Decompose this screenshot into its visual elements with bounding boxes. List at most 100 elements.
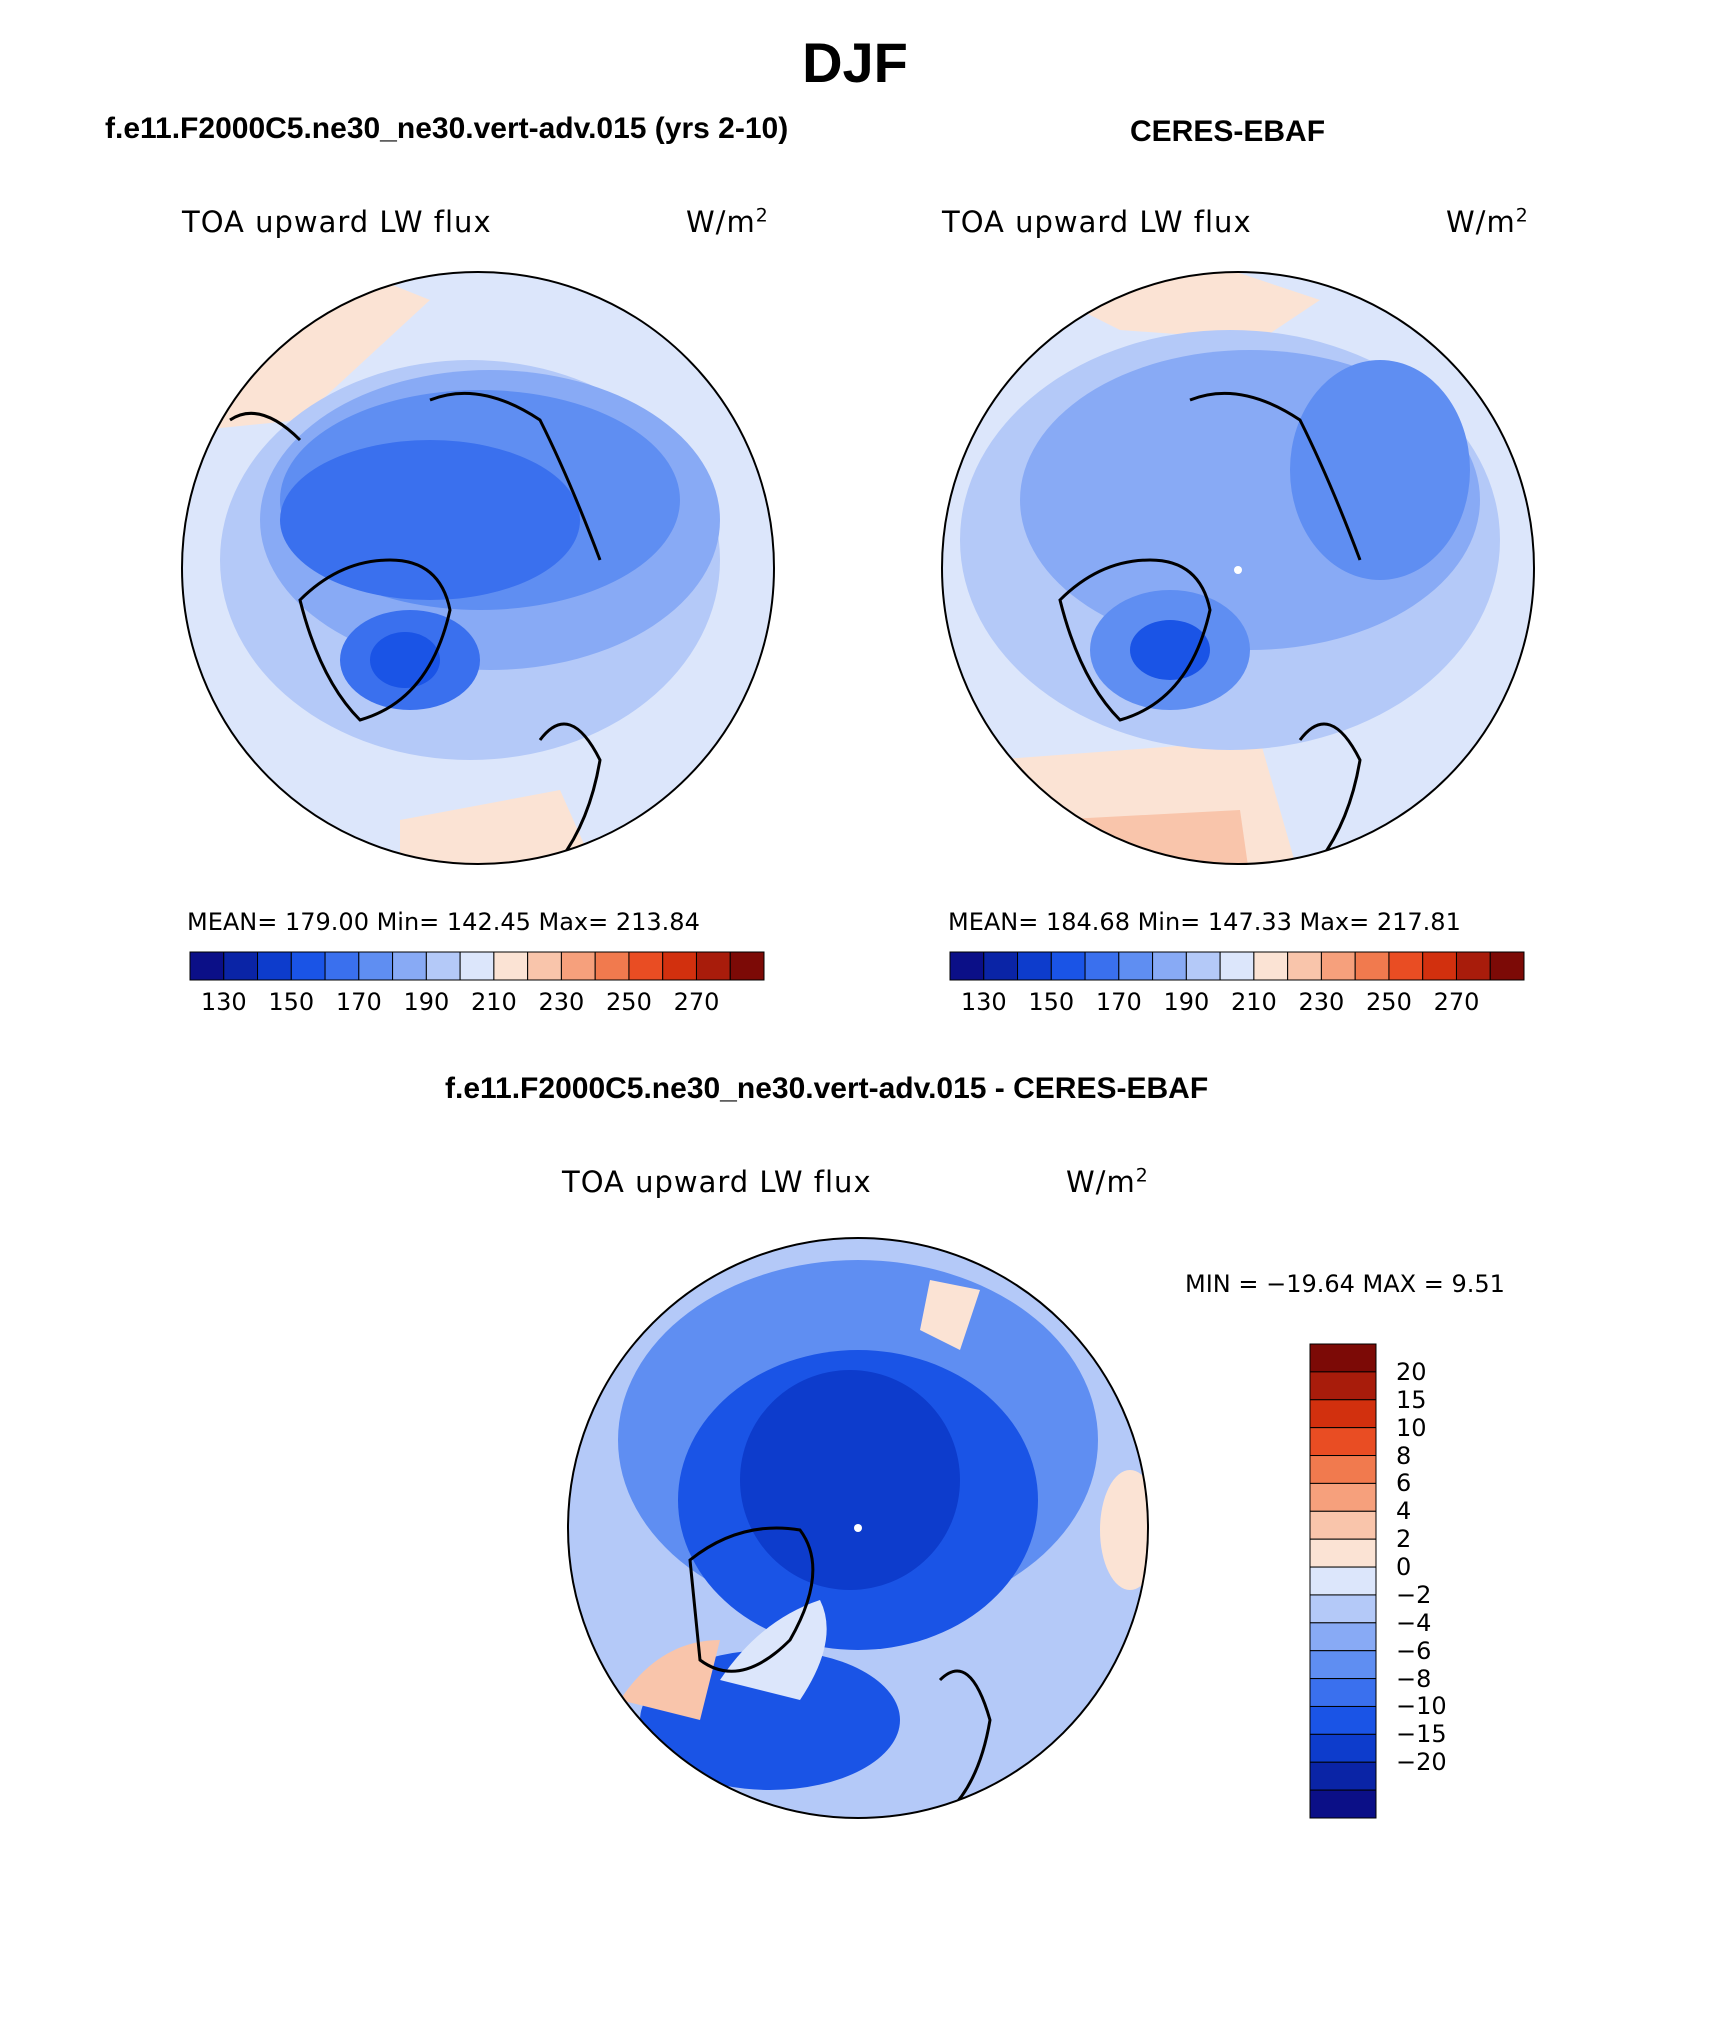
colorbar-swatch	[1309, 1427, 1377, 1457]
colorbar-swatch	[1309, 1482, 1377, 1512]
difference-polar-map	[568, 1238, 1148, 1818]
colorbar-swatch	[1309, 1566, 1377, 1596]
colorbar-tick-label: 270	[673, 988, 720, 1016]
colorbar-tick-label: 210	[1230, 988, 1277, 1016]
colorbar-tick-label: −2	[1396, 1580, 1432, 1609]
colorbar-tick-label: −6	[1396, 1636, 1432, 1665]
colorbar-swatch	[1309, 1622, 1377, 1652]
model-polar-map	[182, 272, 774, 864]
colorbar-swatch	[1185, 951, 1221, 981]
colorbar-tick-label: 170	[335, 988, 382, 1016]
colorbar-swatch	[1309, 1538, 1377, 1568]
colorbar-swatch	[459, 951, 495, 981]
colorbar-swatch	[257, 951, 292, 981]
colorbar-tick-label: 190	[1163, 988, 1210, 1016]
colorbar-swatch	[1309, 1343, 1377, 1373]
colorbar-tick-label: 8	[1396, 1441, 1412, 1470]
colorbar-tick-label: −8	[1396, 1664, 1432, 1693]
colorbar-swatch	[290, 951, 326, 981]
colorbar-tick-label: 0	[1396, 1553, 1412, 1582]
difference-colorbar	[1309, 1343, 1377, 1819]
colorbar-tick-label: 210	[470, 988, 517, 1016]
colorbar-swatch	[983, 951, 1019, 981]
colorbar-swatch	[1309, 1761, 1377, 1791]
colorbar-swatch	[493, 951, 529, 981]
colorbar-tick-label: 130	[960, 988, 1007, 1016]
difference-units-label: W/m2	[1066, 1165, 1149, 1199]
colorbar-tick-label: −15	[1396, 1720, 1447, 1749]
obs-units-label: W/m2	[1446, 205, 1529, 239]
colorbar-tick-label: 190	[403, 988, 450, 1016]
colorbar-swatch	[1422, 951, 1457, 981]
colorbar-swatch	[1309, 1510, 1377, 1540]
colorbar-tick-label: 250	[1366, 988, 1412, 1016]
colorbar-swatch	[358, 951, 394, 981]
colorbar-swatch	[1309, 1733, 1377, 1763]
colorbar-swatch	[1309, 1678, 1377, 1707]
colorbar-swatch	[695, 951, 731, 981]
obs-colorbar	[949, 951, 1525, 981]
colorbar-swatch	[527, 951, 562, 981]
colorbar-tick-label: 15	[1396, 1385, 1427, 1414]
obs-polar-map	[942, 272, 1534, 864]
obs-panel-title: CERES-EBAF	[1130, 115, 1326, 148]
figure-title: DJF	[802, 31, 908, 94]
colorbar-tick-label: 10	[1396, 1413, 1427, 1442]
colorbar-swatch	[223, 951, 259, 981]
colorbar-swatch	[560, 951, 596, 981]
colorbar-swatch	[425, 951, 461, 981]
colorbar-swatch	[949, 951, 985, 981]
colorbar-swatch	[189, 951, 225, 981]
colorbar-tick-label: 150	[268, 988, 315, 1016]
colorbar-swatch	[1388, 951, 1424, 981]
difference-panel-title: f.e11.F2000C5.ne30_ne30.vert-adv.015 - C…	[445, 1072, 1209, 1105]
colorbar-swatch	[324, 951, 360, 981]
colorbar-tick-label: 130	[200, 988, 247, 1016]
colorbar-tick-label: −4	[1396, 1608, 1432, 1637]
colorbar-swatch	[1309, 1594, 1377, 1624]
colorbar-swatch	[1320, 951, 1356, 981]
colorbar-swatch	[1309, 1455, 1377, 1484]
model-stats: MEAN= 179.00 Min= 142.45 Max= 213.84	[187, 908, 700, 936]
colorbar-swatch	[1309, 1705, 1377, 1735]
colorbar-swatch	[1253, 951, 1289, 981]
colorbar-swatch	[1309, 1371, 1377, 1401]
colorbar-swatch	[1050, 951, 1086, 981]
model-panel-title: f.e11.F2000C5.ne30_ne30.vert-adv.015 (yr…	[105, 112, 789, 145]
colorbar-tick-label: −20	[1396, 1748, 1447, 1777]
colorbar-swatch	[1309, 1399, 1377, 1429]
colorbar-swatch	[1287, 951, 1322, 981]
model-units-label: W/m2	[686, 205, 769, 239]
colorbar-swatch	[1455, 951, 1491, 981]
colorbar-swatch	[1354, 951, 1390, 981]
obs-stats: MEAN= 184.68 Min= 147.33 Max= 217.81	[948, 908, 1461, 936]
obs-variable-label: TOA upward LW flux	[942, 205, 1252, 239]
model-colorbar	[189, 951, 765, 981]
colorbar-swatch	[628, 951, 664, 981]
colorbar-tick-label: 6	[1396, 1469, 1412, 1498]
colorbar-tick-label: 270	[1433, 988, 1480, 1016]
colorbar-tick-label: 230	[538, 988, 585, 1016]
difference-variable-label: TOA upward LW flux	[562, 1165, 872, 1199]
colorbar-swatch	[594, 951, 630, 981]
colorbar-swatch	[1118, 951, 1154, 981]
colorbar-tick-label: 20	[1396, 1357, 1427, 1386]
colorbar-swatch	[1017, 951, 1052, 981]
colorbar-tick-label: 2	[1396, 1525, 1412, 1554]
colorbar-tick-label: −10	[1396, 1692, 1447, 1721]
colorbar-tick-label: 250	[606, 988, 652, 1016]
colorbar-swatch	[729, 951, 765, 981]
colorbar-swatch	[662, 951, 697, 981]
colorbar-tick-label: 4	[1396, 1497, 1412, 1526]
colorbar-tick-label: 150	[1028, 988, 1075, 1016]
model-variable-label: TOA upward LW flux	[182, 205, 492, 239]
colorbar-tick-label: 230	[1298, 988, 1345, 1016]
colorbar-swatch	[1309, 1650, 1377, 1680]
colorbar-tick-label: 170	[1095, 988, 1142, 1016]
colorbar-swatch	[1489, 951, 1525, 981]
colorbar-swatch	[1309, 1789, 1377, 1819]
colorbar-swatch	[392, 951, 427, 981]
colorbar-swatch	[1084, 951, 1120, 981]
difference-minmax: MIN = −19.64 MAX = 9.51	[1185, 1270, 1505, 1298]
colorbar-swatch	[1152, 951, 1187, 981]
